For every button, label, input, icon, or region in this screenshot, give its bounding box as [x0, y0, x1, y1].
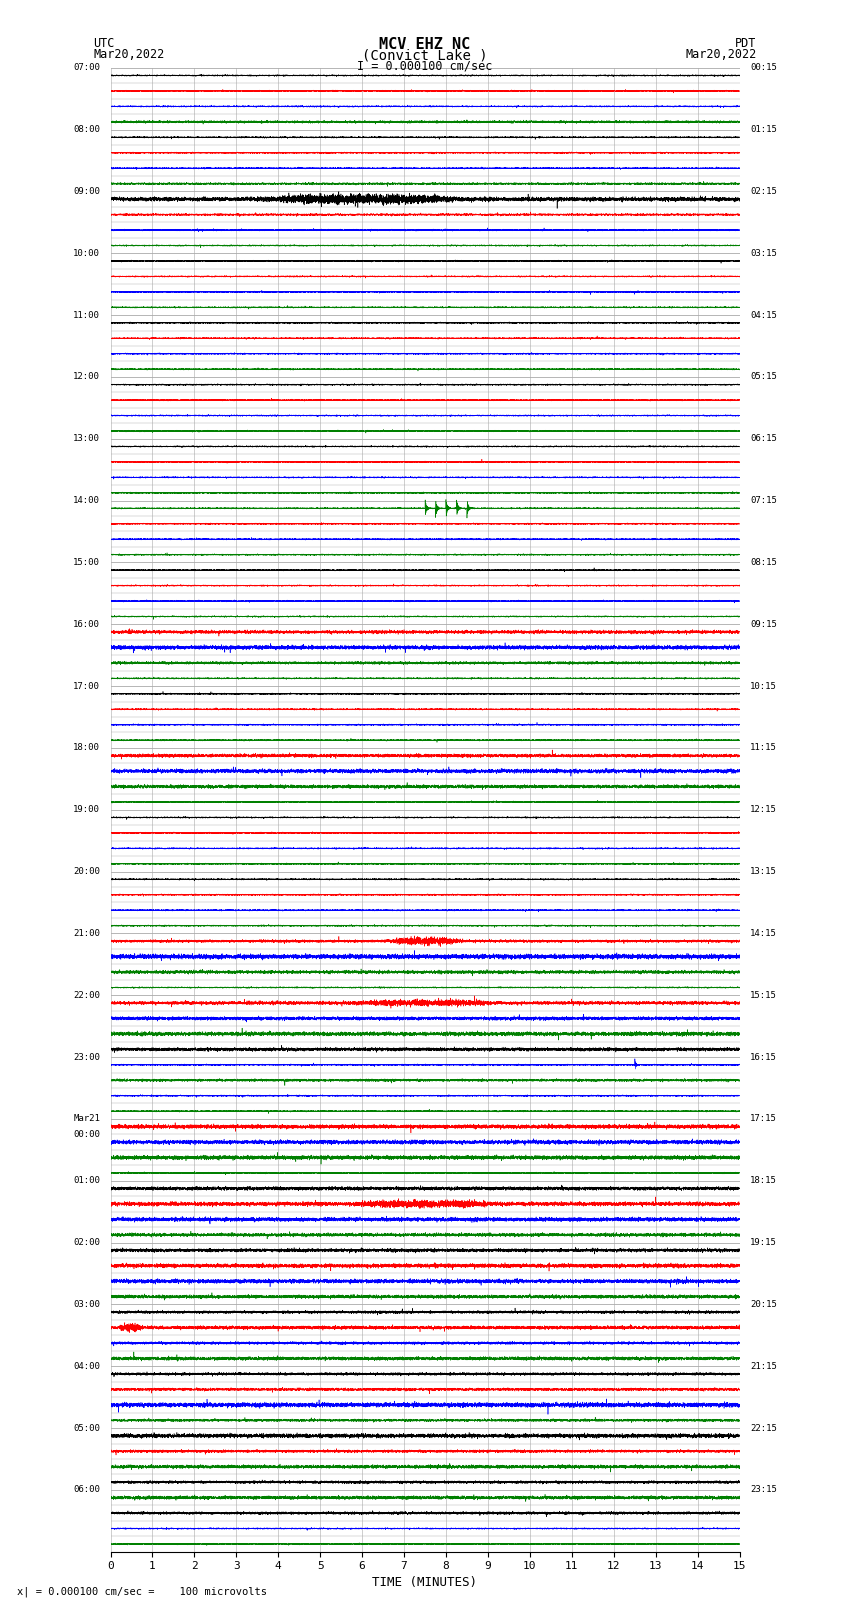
X-axis label: TIME (MINUTES): TIME (MINUTES) [372, 1576, 478, 1589]
Text: 20:00: 20:00 [73, 868, 100, 876]
Text: 12:15: 12:15 [750, 805, 777, 815]
Text: (Convict Lake ): (Convict Lake ) [362, 48, 488, 63]
Text: 19:00: 19:00 [73, 805, 100, 815]
Text: 13:15: 13:15 [750, 868, 777, 876]
Text: 16:15: 16:15 [750, 1053, 777, 1061]
Text: MCV EHZ NC: MCV EHZ NC [379, 37, 471, 52]
Text: 01:15: 01:15 [750, 126, 777, 134]
Text: 23:15: 23:15 [750, 1486, 777, 1494]
Text: 11:15: 11:15 [750, 744, 777, 752]
Text: 13:00: 13:00 [73, 434, 100, 444]
Text: 14:00: 14:00 [73, 497, 100, 505]
Text: 10:15: 10:15 [750, 682, 777, 690]
Text: 04:15: 04:15 [750, 311, 777, 319]
Text: 11:00: 11:00 [73, 311, 100, 319]
Text: 18:00: 18:00 [73, 744, 100, 752]
Text: 17:00: 17:00 [73, 682, 100, 690]
Text: I = 0.000100 cm/sec: I = 0.000100 cm/sec [357, 60, 493, 73]
Text: x| = 0.000100 cm/sec =    100 microvolts: x| = 0.000100 cm/sec = 100 microvolts [17, 1586, 267, 1597]
Text: 03:00: 03:00 [73, 1300, 100, 1308]
Text: 06:00: 06:00 [73, 1486, 100, 1494]
Text: 01:00: 01:00 [73, 1176, 100, 1186]
Text: 05:00: 05:00 [73, 1424, 100, 1432]
Text: 02:00: 02:00 [73, 1239, 100, 1247]
Text: 20:15: 20:15 [750, 1300, 777, 1308]
Text: 21:15: 21:15 [750, 1361, 777, 1371]
Text: 15:15: 15:15 [750, 990, 777, 1000]
Text: 07:00: 07:00 [73, 63, 100, 73]
Text: 05:15: 05:15 [750, 373, 777, 381]
Text: 07:15: 07:15 [750, 497, 777, 505]
Text: 02:15: 02:15 [750, 187, 777, 195]
Text: 08:15: 08:15 [750, 558, 777, 566]
Text: 22:00: 22:00 [73, 990, 100, 1000]
Text: PDT: PDT [735, 37, 756, 50]
Text: 15:00: 15:00 [73, 558, 100, 566]
Text: 10:00: 10:00 [73, 248, 100, 258]
Text: 16:00: 16:00 [73, 619, 100, 629]
Text: 03:15: 03:15 [750, 248, 777, 258]
Text: 09:15: 09:15 [750, 619, 777, 629]
Text: 09:00: 09:00 [73, 187, 100, 195]
Text: 00:15: 00:15 [750, 63, 777, 73]
Text: 18:15: 18:15 [750, 1176, 777, 1186]
Text: 12:00: 12:00 [73, 373, 100, 381]
Text: 17:15: 17:15 [750, 1115, 777, 1123]
Text: 14:15: 14:15 [750, 929, 777, 937]
Text: 06:15: 06:15 [750, 434, 777, 444]
Text: Mar20,2022: Mar20,2022 [94, 48, 165, 61]
Text: 04:00: 04:00 [73, 1361, 100, 1371]
Text: Mar21: Mar21 [73, 1115, 100, 1123]
Text: UTC: UTC [94, 37, 115, 50]
Text: 19:15: 19:15 [750, 1239, 777, 1247]
Text: 23:00: 23:00 [73, 1053, 100, 1061]
Text: Mar20,2022: Mar20,2022 [685, 48, 756, 61]
Text: 22:15: 22:15 [750, 1424, 777, 1432]
Text: 08:00: 08:00 [73, 126, 100, 134]
Text: 00:00: 00:00 [73, 1129, 100, 1139]
Text: 21:00: 21:00 [73, 929, 100, 937]
